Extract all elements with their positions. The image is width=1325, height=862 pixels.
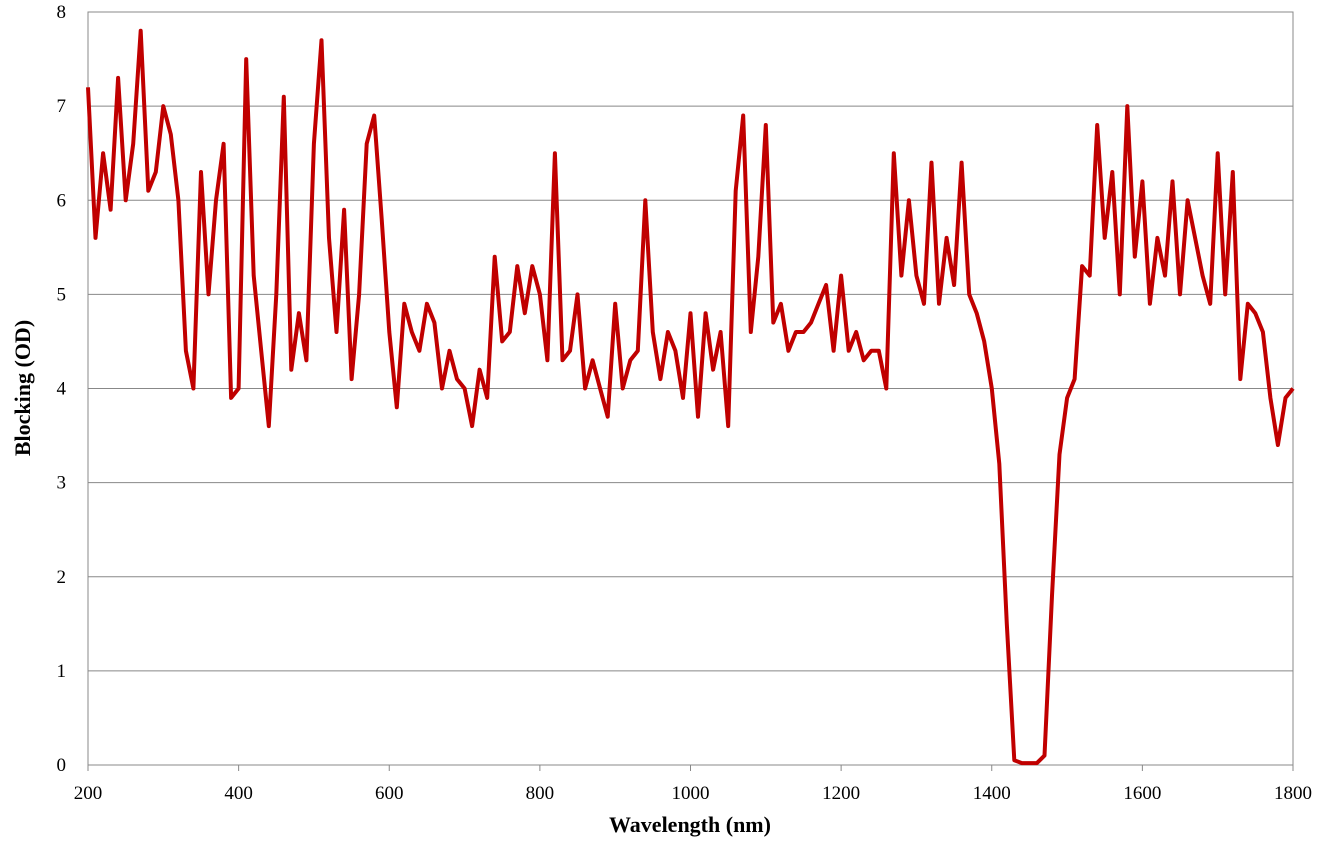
x-tick-label: 1200 bbox=[822, 783, 860, 804]
y-tick-label: 1 bbox=[57, 661, 67, 682]
y-axis-title: Blocking (OD) bbox=[10, 320, 35, 456]
y-tick-label: 2 bbox=[57, 567, 67, 588]
x-tick-label: 1400 bbox=[973, 783, 1011, 804]
y-tick-label: 7 bbox=[57, 96, 67, 117]
x-tick-label: 200 bbox=[74, 783, 103, 804]
x-tick-label: 1600 bbox=[1123, 783, 1161, 804]
y-tick-label: 5 bbox=[57, 284, 67, 305]
y-tick-label: 6 bbox=[57, 190, 67, 211]
x-tick-label: 400 bbox=[224, 783, 253, 804]
x-tick-label: 1800 bbox=[1274, 783, 1312, 804]
y-tick-label: 3 bbox=[57, 473, 67, 494]
y-tick-label: 4 bbox=[57, 379, 67, 400]
x-tick-label: 800 bbox=[526, 783, 555, 804]
y-tick-label: 0 bbox=[57, 755, 67, 776]
y-tick-label: 8 bbox=[57, 2, 67, 23]
data-line bbox=[86, 28, 1295, 766]
x-axis-title: Wavelength (nm) bbox=[609, 812, 771, 837]
x-tick-label: 1000 bbox=[672, 783, 710, 804]
x-tick-label: 600 bbox=[375, 783, 404, 804]
